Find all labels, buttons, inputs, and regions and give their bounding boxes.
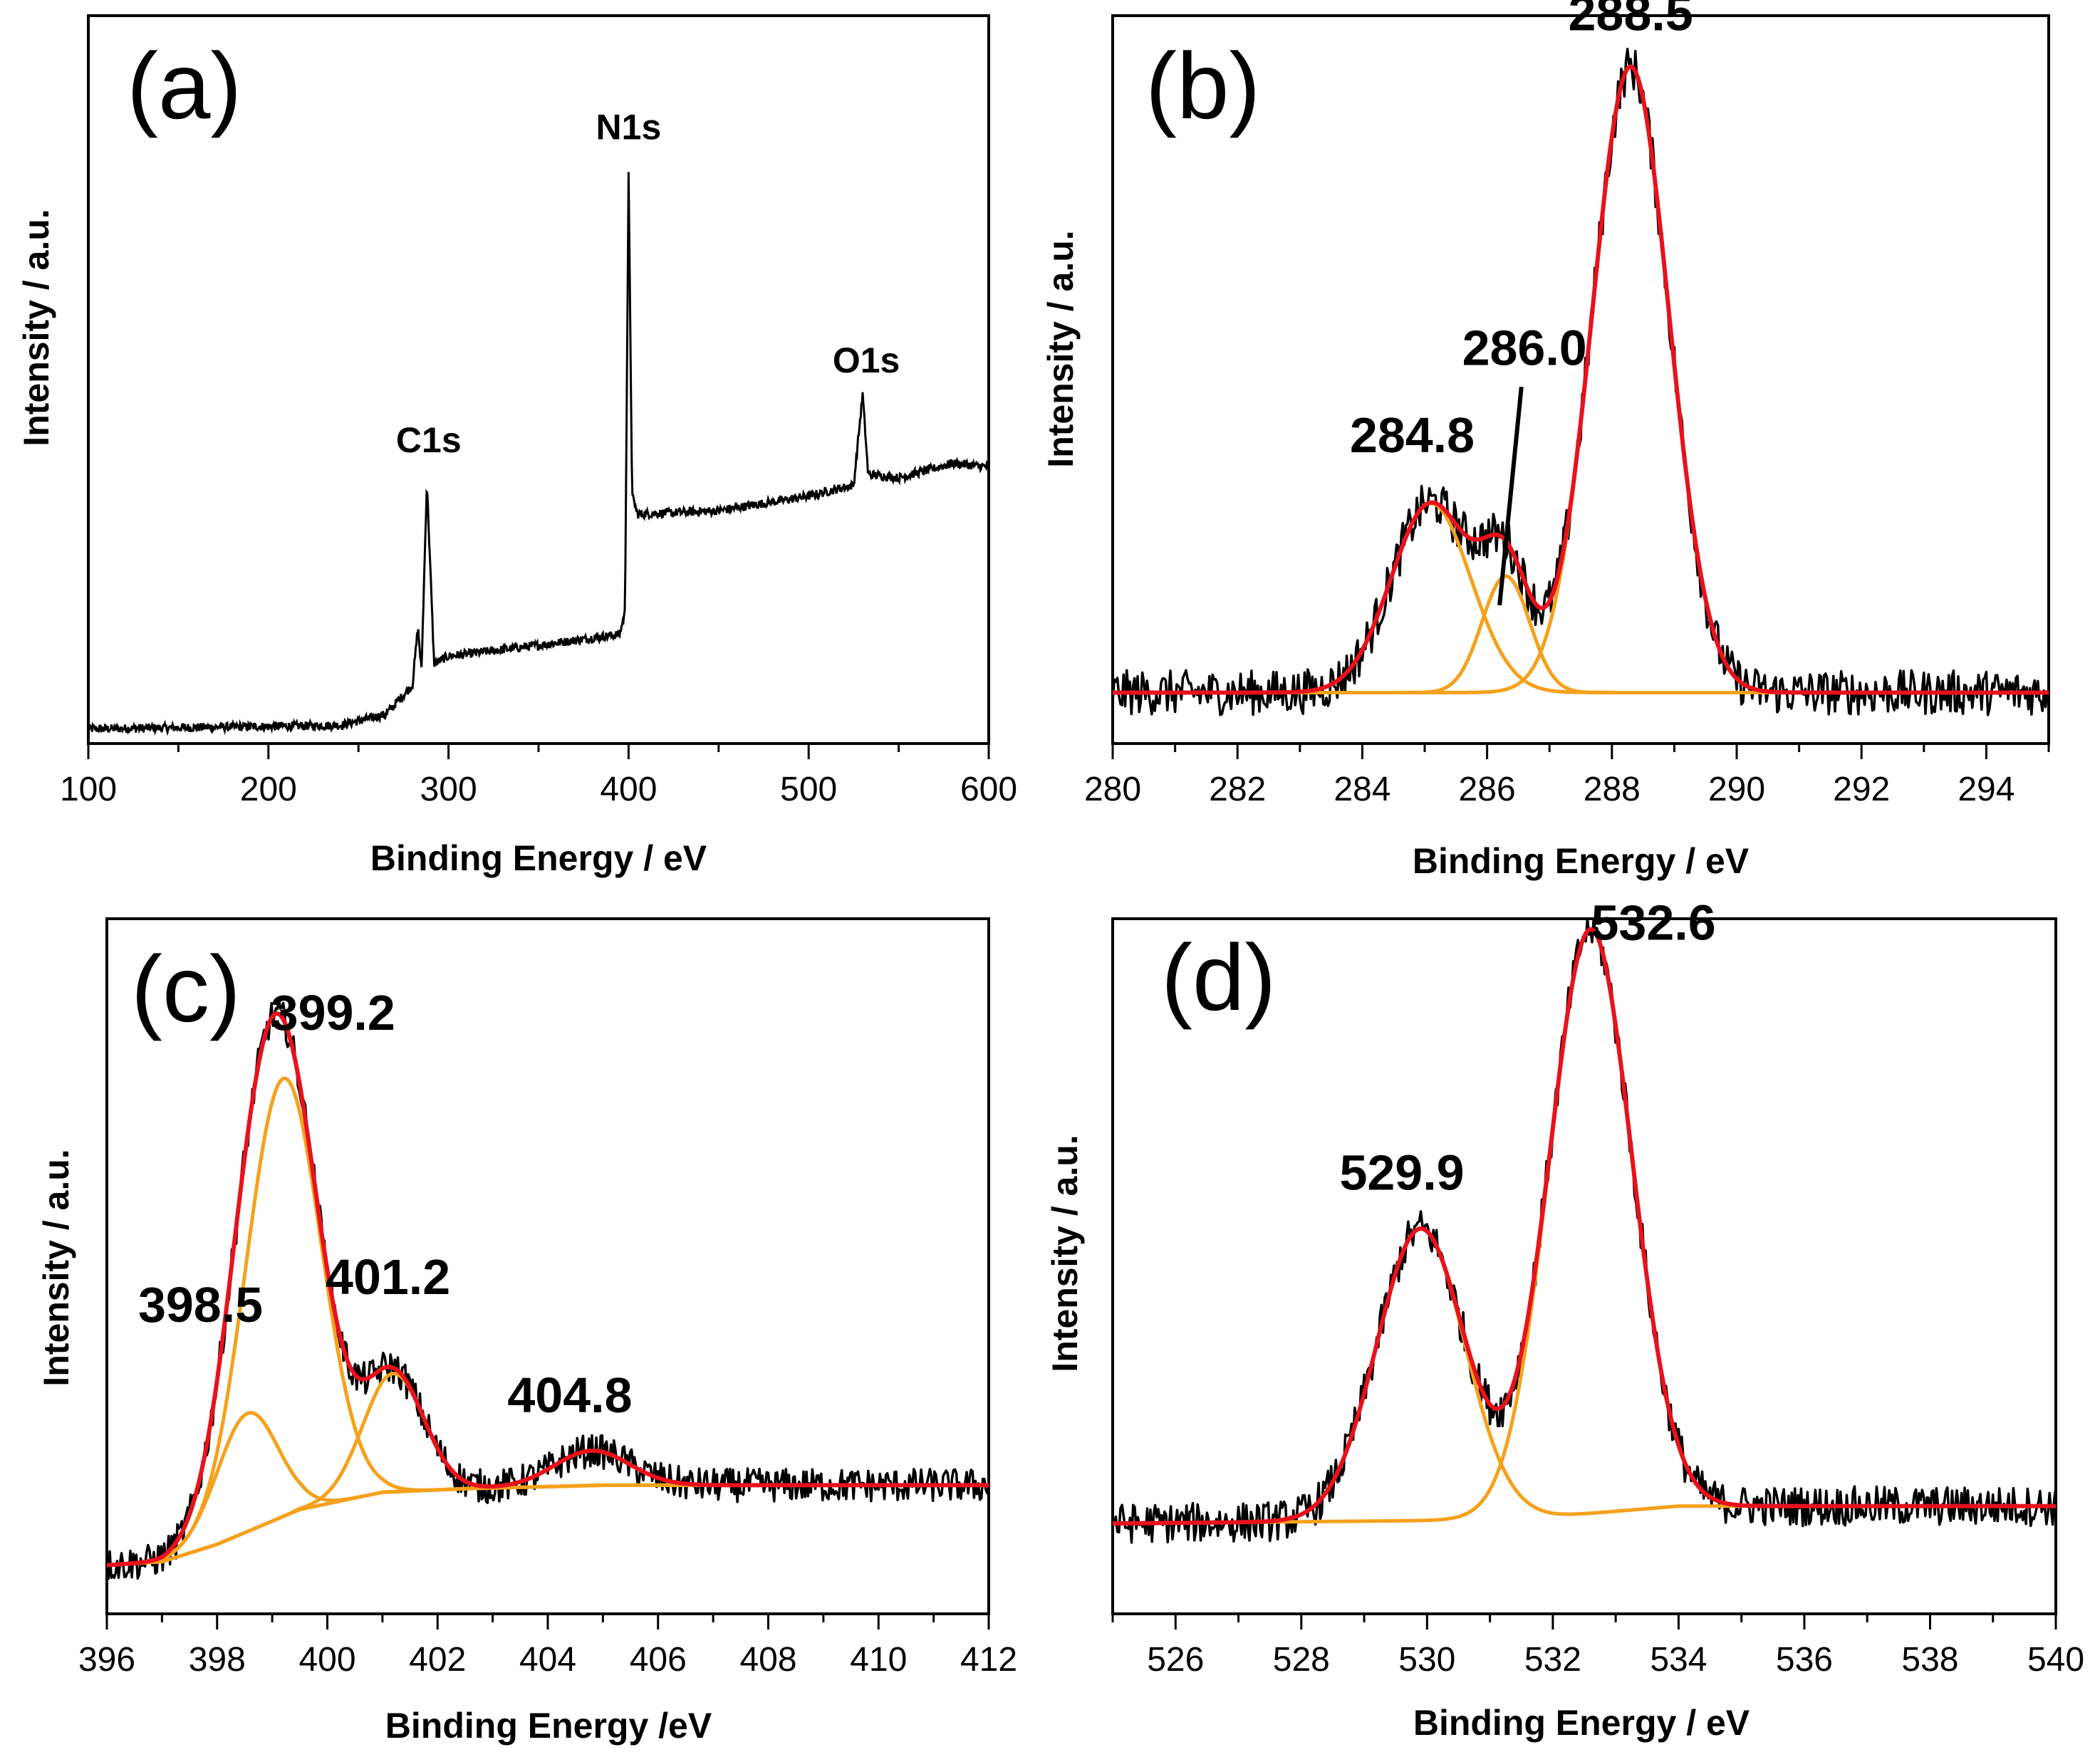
plot-frame [1111,14,2050,745]
x-axis-label: Binding Energy / eV [1413,841,1750,881]
x-ticks: 280 282 284 286 288 290 292 294 [1084,744,2050,808]
x-tick-label: 100 [60,771,117,808]
peak-label: 284.8 [1350,407,1475,463]
x-tick-label: 402 [409,1641,466,1679]
fit-envelope [1112,927,2057,1526]
x-tick-label: 284 [1334,771,1391,808]
fit-envelope [1112,64,2049,695]
panel-b: 280 282 284 286 288 290 292 294 284.8 286.0 288.5… [1041,0,2050,881]
x-tick-label: 410 [850,1641,907,1679]
x-tick-label: 538 [1901,1641,1958,1679]
series-group [1111,917,2057,1544]
panel-label: (b) [1145,33,1260,138]
x-tick-label: 396 [78,1641,135,1679]
series-group [87,172,989,736]
peak-labels: 529.9 532.6 [1339,895,1715,1200]
fit-envelope [106,1011,989,1568]
peak-labels: C1s N1s O1s [396,108,900,460]
x-tick-label: 412 [960,1641,1017,1679]
peak-label: 286.0 [1462,320,1587,376]
fit-component-2 [1112,574,2049,694]
x-tick-label: 292 [1833,771,1890,808]
x-tick-label: 300 [420,771,477,808]
raw-spectrum [1111,48,2050,716]
y-axis-label: Intensity / a.u. [16,209,56,446]
plot-frame [1111,917,2057,1615]
panel-label: (d) [1161,925,1276,1030]
x-axis-label: Binding Energy / eV [1413,1703,1750,1743]
y-axis-label: Intensity / a.u. [1041,230,1081,467]
x-ticks: 100 200 300 400 500 600 [60,744,1017,808]
x-tick-label: 400 [600,771,657,808]
peak-label: 401.2 [326,1249,450,1305]
x-tick-label: 530 [1398,1641,1455,1679]
fit-component-3 [1112,65,2049,694]
x-tick-label: 200 [240,771,297,808]
x-ticks: 396 398 400 402 404 406 408 410 412 [78,1614,1017,1679]
x-tick-label: 404 [519,1641,576,1679]
x-tick-label: 500 [780,771,837,808]
peak-label: 532.6 [1591,895,1716,950]
x-tick-label: 532 [1524,1641,1581,1679]
x-axis-label: Binding Energy / eV [370,838,707,878]
x-tick-label: 400 [298,1641,355,1679]
panel-label: (c) [131,937,241,1041]
x-tick-label: 398 [189,1641,246,1679]
peak-label: C1s [396,420,462,460]
x-tick-label: 286 [1459,771,1516,808]
x-tick-label: 600 [960,771,1017,808]
series-group [1111,48,2050,716]
x-tick-label: 280 [1084,771,1141,808]
panel-a: 100 200 300 400 500 600 C1s N1s O1s (a) Binding… [16,14,1017,878]
x-axis-label: Binding Energy /eV [385,1706,712,1746]
x-tick-label: 536 [1776,1641,1833,1679]
y-axis-label: Intensity / a.u. [36,1149,76,1386]
peak-label: 398.5 [138,1277,263,1333]
x-tick-label: 290 [1708,771,1765,808]
series-group [105,997,990,1580]
peak-label: 288.5 [1568,0,1693,41]
x-tick-label: 282 [1209,771,1266,808]
fit-component-1 [1112,1226,2057,1526]
x-tick-label: 528 [1273,1641,1330,1679]
x-tick-label: 534 [1650,1641,1707,1679]
x-tick-label: 294 [1958,771,2015,808]
x-tick-label: 540 [2027,1641,2084,1679]
fit-component-1 [106,1411,989,1568]
peak-labels: 284.8 286.0 288.5 [1350,0,1693,606]
x-tick-label: 408 [739,1641,796,1679]
x-tick-label: 406 [630,1641,687,1679]
peak-label: 404.8 [507,1367,632,1423]
peak-labels: 399.2 398.5 401.2 404.8 [138,985,633,1423]
survey-spectrum [87,172,989,736]
fit-component-1 [1112,501,2049,694]
y-axis-label: Intensity / a.u. [1045,1135,1085,1372]
panel-label: (a) [127,33,241,138]
label-pointer-line [1497,386,1524,606]
peak-label: 529.9 [1339,1145,1464,1201]
x-tick-label: 526 [1147,1641,1204,1679]
peak-label: N1s [596,108,662,147]
x-tick-label: 288 [1584,771,1641,808]
peak-label: 399.2 [271,985,395,1041]
panel-c: 396 398 400 402 404 406 408 410 412 399.2 398.5 40… [36,917,1017,1746]
x-ticks: 526 528 530 532 534 536 538 540 [1111,1614,2084,1679]
peak-label: O1s [833,340,900,380]
